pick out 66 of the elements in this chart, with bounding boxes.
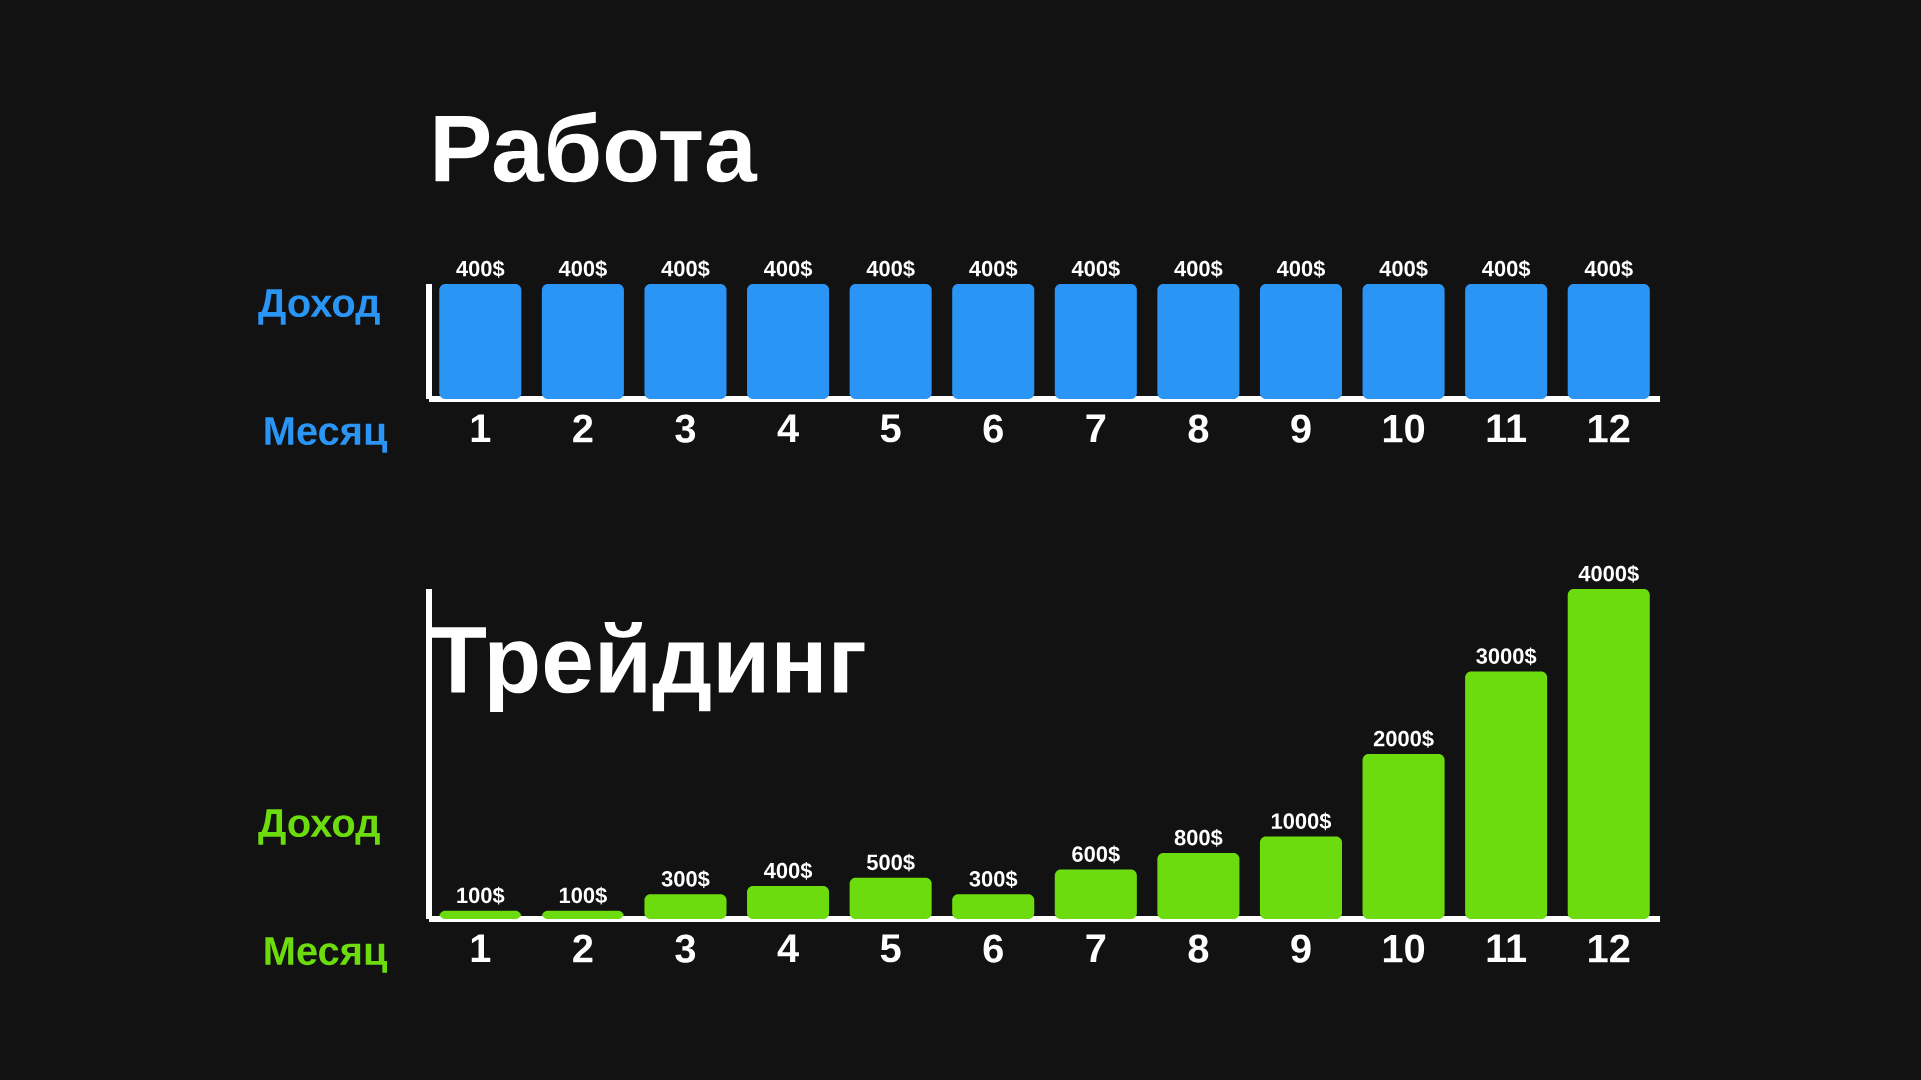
bar [1157,853,1240,919]
data-label: 400$ [1482,259,1531,278]
data-label: 800$ [1174,828,1223,847]
x-tick-label: 7 [1086,934,1106,962]
bar [1259,836,1343,919]
x-tick-label: 8 [1188,414,1209,443]
data-label: 400$ [1174,259,1223,278]
data-label: 4000$ [1578,564,1639,583]
x-tick-label: 9 [1291,414,1311,443]
x-tick-label: 5 [880,414,901,443]
x-tick-label: 1 [471,414,491,442]
chart-title: Работа [435,111,758,183]
data-label: 400$ [764,259,813,278]
bar [747,886,830,919]
x-tick-label: 10 [1383,414,1425,443]
x-tick-label: 1 [471,934,491,962]
bar [541,910,624,919]
data-label: 400$ [661,259,710,278]
chart-title: Трейдинг [430,621,865,713]
data-label: 100$ [457,886,505,905]
x-tick-label: 3 [675,934,696,963]
data-label: 2000$ [1373,729,1434,748]
x-tick-label: 2 [573,414,593,443]
x-axis-title: Месяц [265,937,388,973]
data-label: 600$ [1072,845,1120,864]
data-label: 100$ [559,886,607,905]
x-tick-label: 7 [1086,414,1106,442]
bar [1465,671,1548,919]
data-label: 400$ [558,259,607,278]
x-tick-label: 6 [983,414,1003,443]
bar [1567,588,1650,919]
data-label: 400$ [456,259,505,278]
x-tick-label: 11 [1487,414,1527,442]
bar [439,910,522,919]
x-tick-label: 4 [777,934,799,962]
x-axis-title: Месяц [265,417,388,453]
data-label: 400$ [969,259,1018,278]
x-tick-label: 10 [1383,934,1425,963]
x-tick-label: 5 [880,934,901,963]
data-label: 3000$ [1476,647,1537,666]
y-axis-title: Доход [258,809,380,845]
bar [849,877,932,919]
data-label: 400$ [866,259,915,278]
data-label: 400$ [1584,259,1633,278]
x-tick-label: 12 [1589,934,1630,963]
data-label: 300$ [661,870,710,889]
x-tick-label: 9 [1291,934,1311,963]
data-label: 400$ [764,861,813,880]
x-tick-label: 11 [1487,934,1527,962]
x-tick-label: 4 [777,414,799,442]
data-label: 400$ [1071,259,1120,278]
x-tick-label: 12 [1589,414,1630,443]
x-tick-label: 2 [573,934,593,963]
data-label: 300$ [969,870,1018,889]
x-tick-label: 8 [1188,934,1209,963]
x-tick-label: 3 [675,414,696,443]
x-tick-label: 6 [983,934,1003,963]
bar [1054,869,1137,919]
data-label: 400$ [1379,259,1428,278]
bar [952,894,1035,919]
bar [644,894,727,919]
data-label: 400$ [1276,259,1326,278]
data-label: 1000$ [1271,812,1332,831]
bar [1362,754,1445,919]
y-axis-title: Доход [258,289,380,325]
data-label: 500$ [866,853,915,872]
